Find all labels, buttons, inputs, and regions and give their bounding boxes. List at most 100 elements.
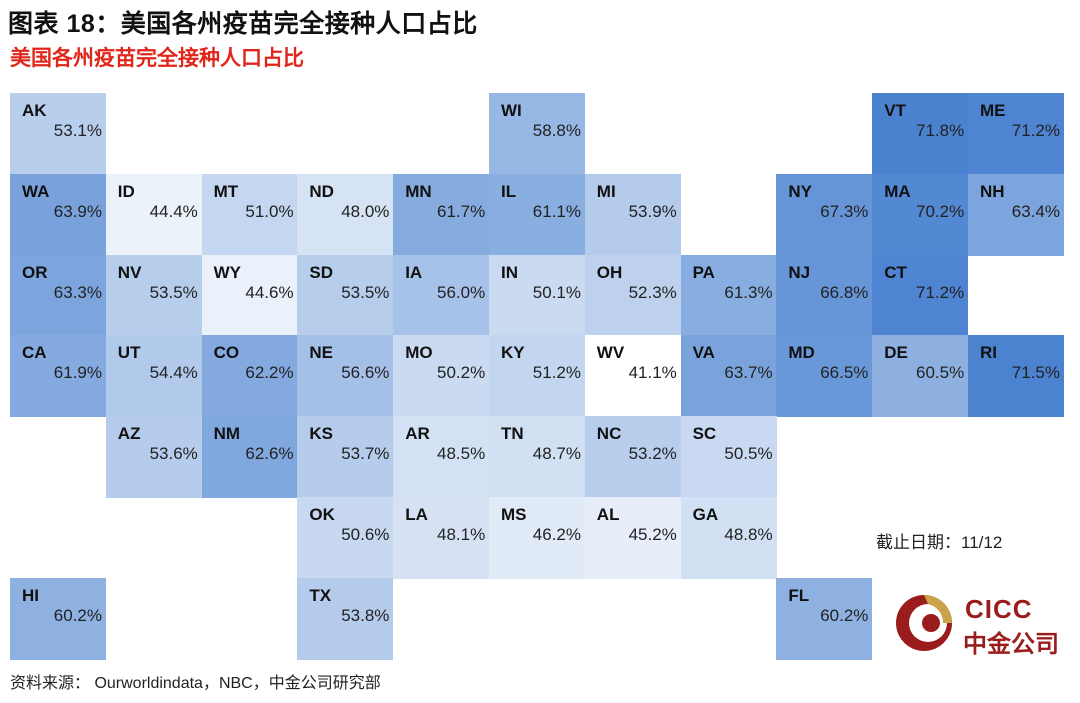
state-code: IL xyxy=(501,181,517,201)
state-code: TX xyxy=(309,585,332,605)
state-tile-ct: CT 71.2% xyxy=(872,254,969,337)
state-code: LA xyxy=(405,505,428,524)
state-value-label: 51.0% xyxy=(245,201,294,221)
state-value-label: 61.1% xyxy=(532,201,581,221)
logo-brand-cn: 中金公司 xyxy=(963,631,1059,658)
state-code: CA xyxy=(22,343,47,363)
state-tile-ok: OK 50.6% xyxy=(297,497,394,579)
state-code: GA xyxy=(692,505,719,524)
state-tile-wi: WI 58.8% xyxy=(489,93,585,175)
state-tile-ms: MS 46.2% xyxy=(489,497,585,579)
state-tile-ma: MA 70.2% xyxy=(872,173,969,256)
state-tile-ut: UT 54.4% xyxy=(105,335,202,418)
state-tile-nj: NJ 66.8% xyxy=(776,254,873,337)
state-code: NE xyxy=(309,343,334,363)
state-code: ID xyxy=(117,181,135,201)
state-tile-or: OR 63.3% xyxy=(10,254,106,337)
state-value-label: 70.2% xyxy=(915,201,965,221)
state-code: AZ xyxy=(117,424,141,444)
state-tile-hi: HI 60.2% xyxy=(10,577,106,660)
state-code: PA xyxy=(692,262,715,282)
state-tile-ca: CA 61.9% xyxy=(10,335,106,418)
state-code: OH xyxy=(596,262,623,282)
state-code: NY xyxy=(788,181,813,201)
state-code: WA xyxy=(22,181,50,201)
state-tile-ks: KS 53.7% xyxy=(297,416,394,499)
state-code: MN xyxy=(405,181,432,201)
state-code: FL xyxy=(788,585,810,605)
state-tile-de: DE 60.5% xyxy=(872,335,969,418)
state-value-label: 66.8% xyxy=(820,282,869,302)
state-value-label: 53.9% xyxy=(628,201,677,221)
state-code: KY xyxy=(501,343,525,363)
state-tile-ak: AK 53.1% xyxy=(10,93,106,175)
state-value-label: 71.8% xyxy=(915,121,965,140)
state-value-label: 61.3% xyxy=(724,282,773,302)
state-code: KS xyxy=(309,424,334,444)
state-code: NM xyxy=(213,424,241,444)
state-value-label: 53.2% xyxy=(628,444,677,464)
state-tile-ga: GA 48.8% xyxy=(680,497,777,579)
state-code: NJ xyxy=(788,262,811,282)
state-tile-nc: NC 53.2% xyxy=(584,416,681,499)
state-value-label: 48.7% xyxy=(532,444,581,464)
state-tile-wy: WY 44.6% xyxy=(201,254,298,337)
state-code: AK xyxy=(22,101,47,120)
state-code: MD xyxy=(788,343,815,363)
state-value-label: 60.2% xyxy=(53,605,102,625)
chart-subtitle: 美国各州疫苗完全接种人口占比 xyxy=(10,47,304,70)
state-tile-pa: PA 61.3% xyxy=(680,254,777,337)
state-code: SD xyxy=(309,262,334,282)
state-tile-ri: RI 71.5% xyxy=(968,335,1064,418)
state-value-label: 63.7% xyxy=(724,363,773,383)
state-tile-co: CO 62.2% xyxy=(201,335,298,418)
as-of-date: 截止日期：11/12 xyxy=(876,533,1003,552)
state-tile-tx: TX 53.8% xyxy=(297,577,394,660)
state-tile-wv: WV 41.1% xyxy=(584,335,681,418)
state-tile-az: AZ 53.6% xyxy=(105,416,202,499)
state-code: CO xyxy=(213,343,240,363)
state-value-label: 53.8% xyxy=(341,605,390,625)
state-tile-ne: NE 56.6% xyxy=(297,335,394,418)
state-code: AR xyxy=(405,424,430,444)
state-tile-ny: NY 67.3% xyxy=(776,173,873,256)
state-code: CT xyxy=(884,262,907,282)
state-value-label: 41.1% xyxy=(628,363,677,383)
state-value-label: 48.5% xyxy=(436,444,486,464)
state-tile-oh: OH 52.3% xyxy=(584,254,681,337)
state-value-label: 71.2% xyxy=(915,282,965,302)
state-code: NH xyxy=(980,181,1005,201)
state-value-label: 44.4% xyxy=(149,201,198,221)
state-code: HI xyxy=(22,585,39,605)
logo-brand: CICC xyxy=(965,594,1033,624)
state-code: VT xyxy=(884,101,906,120)
state-tile-ar: AR 48.5% xyxy=(393,416,490,499)
state-value-label: 71.5% xyxy=(1011,363,1060,383)
state-value-label: 53.5% xyxy=(341,282,390,302)
state-code: IA xyxy=(405,262,423,282)
state-tile-me: ME 71.2% xyxy=(968,93,1064,175)
state-code: RI xyxy=(980,343,997,363)
state-tile-mi: MI 53.9% xyxy=(584,173,681,256)
state-value-label: 50.1% xyxy=(532,282,581,302)
state-code: TN xyxy=(501,424,524,444)
state-value-label: 56.6% xyxy=(341,363,390,383)
state-code: DE xyxy=(884,343,908,363)
state-code: ND xyxy=(309,181,334,201)
state-tile-wa: WA 63.9% xyxy=(10,173,106,256)
state-tile-mn: MN 61.7% xyxy=(393,173,490,256)
state-tile-nv: NV 53.5% xyxy=(105,254,202,337)
state-tile-tn: TN 48.7% xyxy=(489,416,585,499)
state-value-label: 52.3% xyxy=(628,282,677,302)
state-tile-fl: FL 60.2% xyxy=(776,577,873,660)
state-tile-in: IN 50.1% xyxy=(489,254,585,337)
state-value-label: 60.5% xyxy=(915,363,965,383)
state-value-label: 53.7% xyxy=(341,444,390,464)
state-code: MA xyxy=(884,181,911,201)
state-tile-nm: NM 62.6% xyxy=(201,416,298,499)
source-note: 资料来源： Ourworldindata，NBC，中金公司研究部 xyxy=(10,675,381,692)
state-value-label: 61.7% xyxy=(436,201,486,221)
state-tile-va: VA 63.7% xyxy=(680,335,777,418)
state-code: AL xyxy=(596,505,620,524)
state-code: NC xyxy=(596,424,622,444)
